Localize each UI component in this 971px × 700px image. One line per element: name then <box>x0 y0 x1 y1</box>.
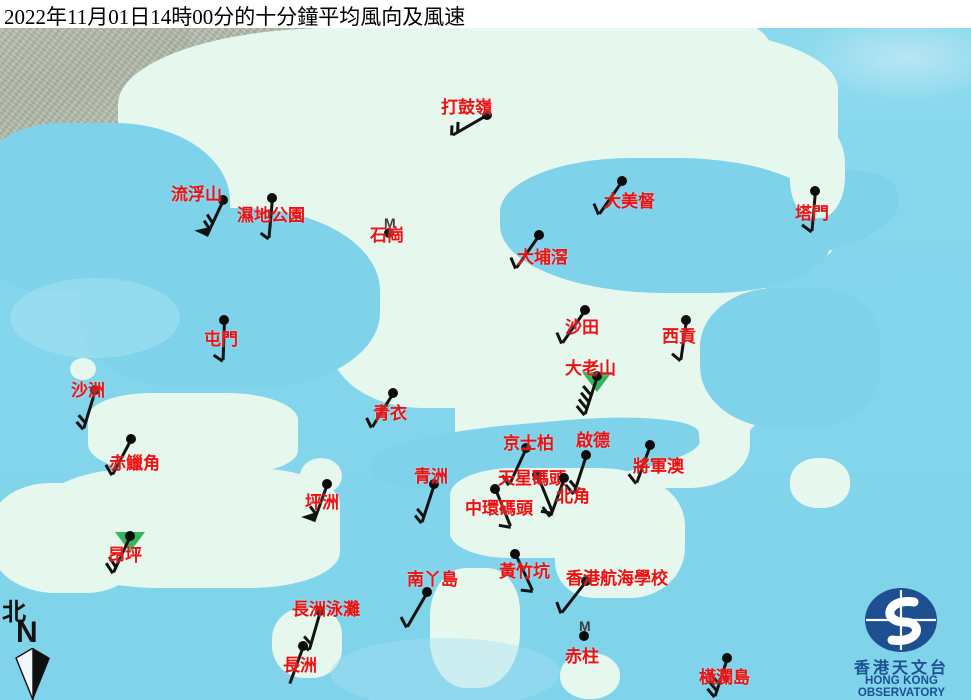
station-label: 香港航海學校 <box>566 569 668 588</box>
station-label: 長洲 <box>283 656 317 675</box>
compass-north-zh: 北 <box>2 600 26 626</box>
station-label: 昂坪 <box>108 546 142 565</box>
station-label: 長洲泳灘 <box>292 600 360 619</box>
station-dot <box>429 479 439 489</box>
compass-needle-icon <box>15 648 50 700</box>
wind-barb-feather <box>449 125 453 136</box>
station-dot <box>581 576 591 586</box>
port-shelter <box>700 288 880 428</box>
station-label: 天星碼頭 <box>498 469 566 488</box>
station-dot <box>810 186 820 196</box>
station-label: 橫瀾島 <box>699 668 750 687</box>
land-hk-island-east <box>555 478 685 598</box>
island-sha-chau <box>70 358 96 380</box>
wind-barb-feather <box>554 601 562 614</box>
page-title: 2022年11月01日14時00分的十分鐘平均風向及風速 <box>4 5 466 29</box>
station-dot <box>617 176 627 186</box>
station-label: 塔門 <box>795 204 829 223</box>
station-dot <box>581 450 591 460</box>
station-dot <box>218 195 228 205</box>
missing-data-marker: M <box>579 618 591 634</box>
land-chek-lap-kok <box>88 393 298 473</box>
station-label: 濕地公園 <box>237 206 305 225</box>
hko-logo: 香港天文台 HONG KONG OBSERVATORY <box>836 588 967 699</box>
station-dot <box>645 440 655 450</box>
station-label: 黃竹坑 <box>499 562 550 581</box>
station-dot <box>510 549 520 559</box>
station-dot <box>322 479 332 489</box>
island-po-toi <box>560 653 620 699</box>
station-label: 將軍澳 <box>633 457 684 476</box>
station-label: 赤柱 <box>565 647 599 666</box>
station-label: 京士柏 <box>503 434 554 453</box>
station-dot <box>592 371 602 381</box>
island-peng-chau <box>300 458 342 494</box>
wind-barb-feather <box>455 121 460 132</box>
station-dot <box>681 315 691 325</box>
station-label: 赤鱲角 <box>109 454 160 473</box>
map-canvas[interactable]: 打鼓嶺 流浮山 濕地公園 M 石崗 塔門 大美督 大埔滘 屯門 沙田 西貢 沙洲 大老山 青衣 赤鱲角 京士柏… <box>0 28 971 700</box>
station-dot <box>125 531 135 541</box>
station-dot <box>126 434 136 444</box>
island-lamma <box>430 568 520 688</box>
station-dot <box>422 587 432 597</box>
compass-north-en: N <box>16 616 38 649</box>
land-nt-north <box>300 28 770 118</box>
wind-barb-feather <box>520 588 533 594</box>
station-label: 大美督 <box>604 192 655 211</box>
station-label: 沙田 <box>565 318 599 337</box>
station-label: 大埔滘 <box>517 248 568 267</box>
shoal-west <box>10 278 180 358</box>
station-dot <box>90 385 100 395</box>
station-label: 啟德 <box>576 431 610 450</box>
station-label: 屯門 <box>204 330 238 349</box>
compass-rose: 北 N <box>2 592 72 700</box>
station-label: 石崗 <box>370 226 404 245</box>
station-label: 坪洲 <box>305 493 339 512</box>
missing-data-marker: M <box>384 215 396 231</box>
station-label: 中環碼頭 <box>465 499 533 518</box>
station-label: 南丫島 <box>407 570 458 589</box>
station-dot <box>388 388 398 398</box>
station-label: 北角 <box>556 487 590 506</box>
station-label: 青衣 <box>373 404 407 423</box>
station-dot <box>267 193 277 203</box>
station-dot <box>532 470 542 480</box>
station-dot <box>722 653 732 663</box>
station-label: 打鼓嶺 <box>441 98 492 117</box>
station-dot <box>490 484 500 494</box>
station-dot <box>298 641 308 651</box>
station-dot <box>534 230 544 240</box>
station-label: 西貢 <box>662 327 696 346</box>
station-dot <box>521 443 531 453</box>
station-label: 沙洲 <box>71 381 105 400</box>
station-dot <box>219 315 229 325</box>
station-label: 大老山 <box>565 359 616 378</box>
title-bar: 2022年11月01日14時00分的十分鐘平均風向及風速 <box>0 0 971 29</box>
station-label: 流浮山 <box>171 185 222 204</box>
hko-emblem-icon <box>865 588 937 652</box>
station-dot <box>580 305 590 315</box>
station-dot <box>579 631 589 641</box>
island-tap-mun <box>790 128 845 218</box>
station-dot <box>482 110 492 120</box>
station-label: 青洲 <box>414 467 448 486</box>
shoal-south <box>330 638 560 700</box>
wind-barb-feather <box>399 616 408 629</box>
island-ninepin <box>790 458 850 508</box>
hko-logo-zh: 香港天文台 <box>853 660 949 677</box>
station-dot <box>559 473 569 483</box>
wind-barb-feather <box>364 417 373 429</box>
wind-barb-shaft <box>413 483 436 525</box>
station-dot <box>315 606 325 616</box>
station-dot <box>384 228 394 238</box>
hko-logo-en: HONG KONG OBSERVATORY <box>857 675 946 699</box>
